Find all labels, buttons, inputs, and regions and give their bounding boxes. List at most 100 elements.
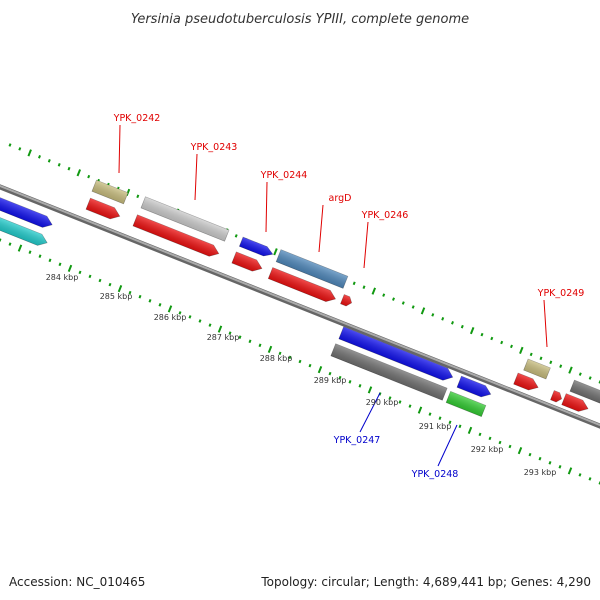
upper-track-minor-tick (401, 301, 405, 305)
lower-track-minor-tick (188, 315, 192, 319)
lower-track-minor-tick (48, 258, 52, 263)
upper-track-minor-tick (87, 174, 91, 179)
upper-track-minor-tick (549, 360, 553, 365)
gene-left-blue-box (0, 189, 53, 228)
gene-label-leader-line (194, 153, 198, 201)
upper-track-minor-tick (529, 352, 533, 357)
lower-track-minor-tick (128, 290, 132, 295)
upper-track-major-tick (519, 346, 524, 355)
upper-track-minor-tick (598, 380, 600, 384)
gene-label[interactable]: YPK_0249 (537, 288, 585, 299)
kbp-tick-label: 290 kbp (366, 398, 399, 407)
lower-track-minor-tick (138, 294, 142, 299)
lower-track-minor-tick (108, 282, 112, 287)
upper-track-minor-tick (352, 281, 356, 286)
lower-track-minor-tick (278, 351, 282, 356)
upper-track-major-tick (420, 307, 426, 315)
lower-track-minor-tick (248, 339, 252, 344)
upper-track-minor-tick (431, 313, 435, 317)
gene-label[interactable]: YPK_0248 (411, 469, 459, 480)
lower-track-minor-tick (258, 343, 262, 348)
lower-track-minor-tick (598, 481, 600, 485)
lower-track-major-tick (367, 386, 373, 394)
lower-track-minor-tick (438, 416, 442, 420)
cds-ypk0242-arrow (85, 197, 121, 220)
cds-ypk0249-arrow (513, 372, 539, 391)
upper-track-major-tick (27, 149, 32, 157)
lower-track-minor-tick (528, 452, 532, 457)
kbp-label-layer: 284 kbp 285 kbp 286 kbp 287 kbp 288 kbp 289 k… (46, 273, 557, 477)
kbp-tick-label: 292 kbp (471, 445, 504, 454)
lower-track-major-tick (517, 446, 523, 455)
lower-track-minor-tick (308, 363, 312, 368)
lower-track-minor-tick (98, 278, 102, 283)
lower-track-major-tick (67, 264, 73, 273)
kbp-tick-label: 285 kbp (100, 292, 133, 301)
lower-track-minor-tick (448, 420, 452, 425)
gene-label[interactable]: argD (329, 193, 352, 204)
upper-track-minor-tick (510, 344, 513, 349)
upper-track-major-tick (371, 287, 377, 295)
gene-label[interactable]: YPK_0244 (260, 170, 308, 181)
kbp-tick-label: 288 kbp (260, 354, 293, 363)
cds-argd-arrow (267, 267, 336, 302)
kbp-tick-label: 293 kbp (524, 468, 557, 477)
lower-track-minor-tick (338, 375, 342, 380)
upper-track-major-tick (273, 248, 278, 256)
lower-track-minor-tick (508, 444, 512, 449)
lower-track-minor-tick (38, 254, 42, 258)
gene-ypk0247-blue-box (338, 326, 454, 381)
lower-track-minor-tick (208, 323, 212, 327)
gene-label-leader-line (359, 392, 381, 433)
upper-track-major-tick (469, 326, 475, 335)
lower-track-minor-tick (588, 477, 592, 481)
lower-track-minor-tick (458, 424, 462, 429)
gene-right-gray-box (569, 379, 600, 405)
gene-label-leader-line (543, 299, 548, 348)
cds-ypk0244-arrow (231, 251, 263, 272)
lower-track-minor-tick (348, 380, 352, 384)
upper-track-minor-tick (382, 293, 386, 297)
lower-track-minor-tick (358, 384, 362, 388)
gene-label[interactable]: YPK_0243 (190, 142, 238, 153)
cds-ypk0246-arrow (340, 294, 353, 307)
lower-track-minor-tick (578, 473, 582, 477)
upper-track-minor-tick (490, 336, 494, 341)
upper-track-major-tick (76, 169, 82, 177)
upper-track-minor-tick (441, 317, 445, 321)
upper-track-minor-tick (500, 340, 504, 345)
upper-track-major-tick (568, 366, 573, 374)
lower-track-minor-tick (28, 250, 32, 254)
lower-track-minor-tick (228, 331, 232, 335)
lower-tick-track (0, 238, 600, 485)
upper-track-minor-tick (136, 194, 140, 199)
upper-track-minor-tick (47, 159, 51, 163)
lower-track-minor-tick (158, 303, 162, 307)
lower-track-minor-tick (488, 436, 492, 441)
gene-label-leader-line (363, 221, 369, 269)
lower-track-minor-tick (298, 359, 302, 364)
gene-ypk0248-blue-box (456, 375, 492, 398)
upper-track-minor-tick (392, 297, 395, 301)
lower-track-major-tick (467, 426, 473, 435)
upper-track-minor-tick (38, 155, 41, 159)
lower-track-minor-tick (408, 404, 412, 408)
gene-label[interactable]: YPK_0247 (333, 435, 381, 446)
cds-small-arrow (550, 390, 563, 403)
gene-ypk0244-blue-box (238, 236, 274, 257)
lower-track-minor-tick (398, 400, 402, 404)
gene-label-leader-line (437, 424, 458, 467)
lower-track-minor-tick (58, 262, 62, 267)
gene-label-leader-line (118, 124, 121, 174)
lower-track-minor-tick (388, 396, 392, 400)
kbp-tick-label: 287 kbp (207, 333, 240, 342)
gene-label[interactable]: YPK_0242 (113, 113, 161, 124)
genome-backbone (0, 184, 600, 429)
accession-text: Accession: NC_010465 (9, 575, 145, 589)
lower-track-major-tick (217, 325, 223, 333)
gene-label[interactable]: YPK_0246 (361, 210, 409, 221)
gene-label-leader-line (318, 204, 324, 253)
upper-track-minor-tick (578, 372, 582, 376)
lower-track-minor-tick (0, 238, 2, 242)
